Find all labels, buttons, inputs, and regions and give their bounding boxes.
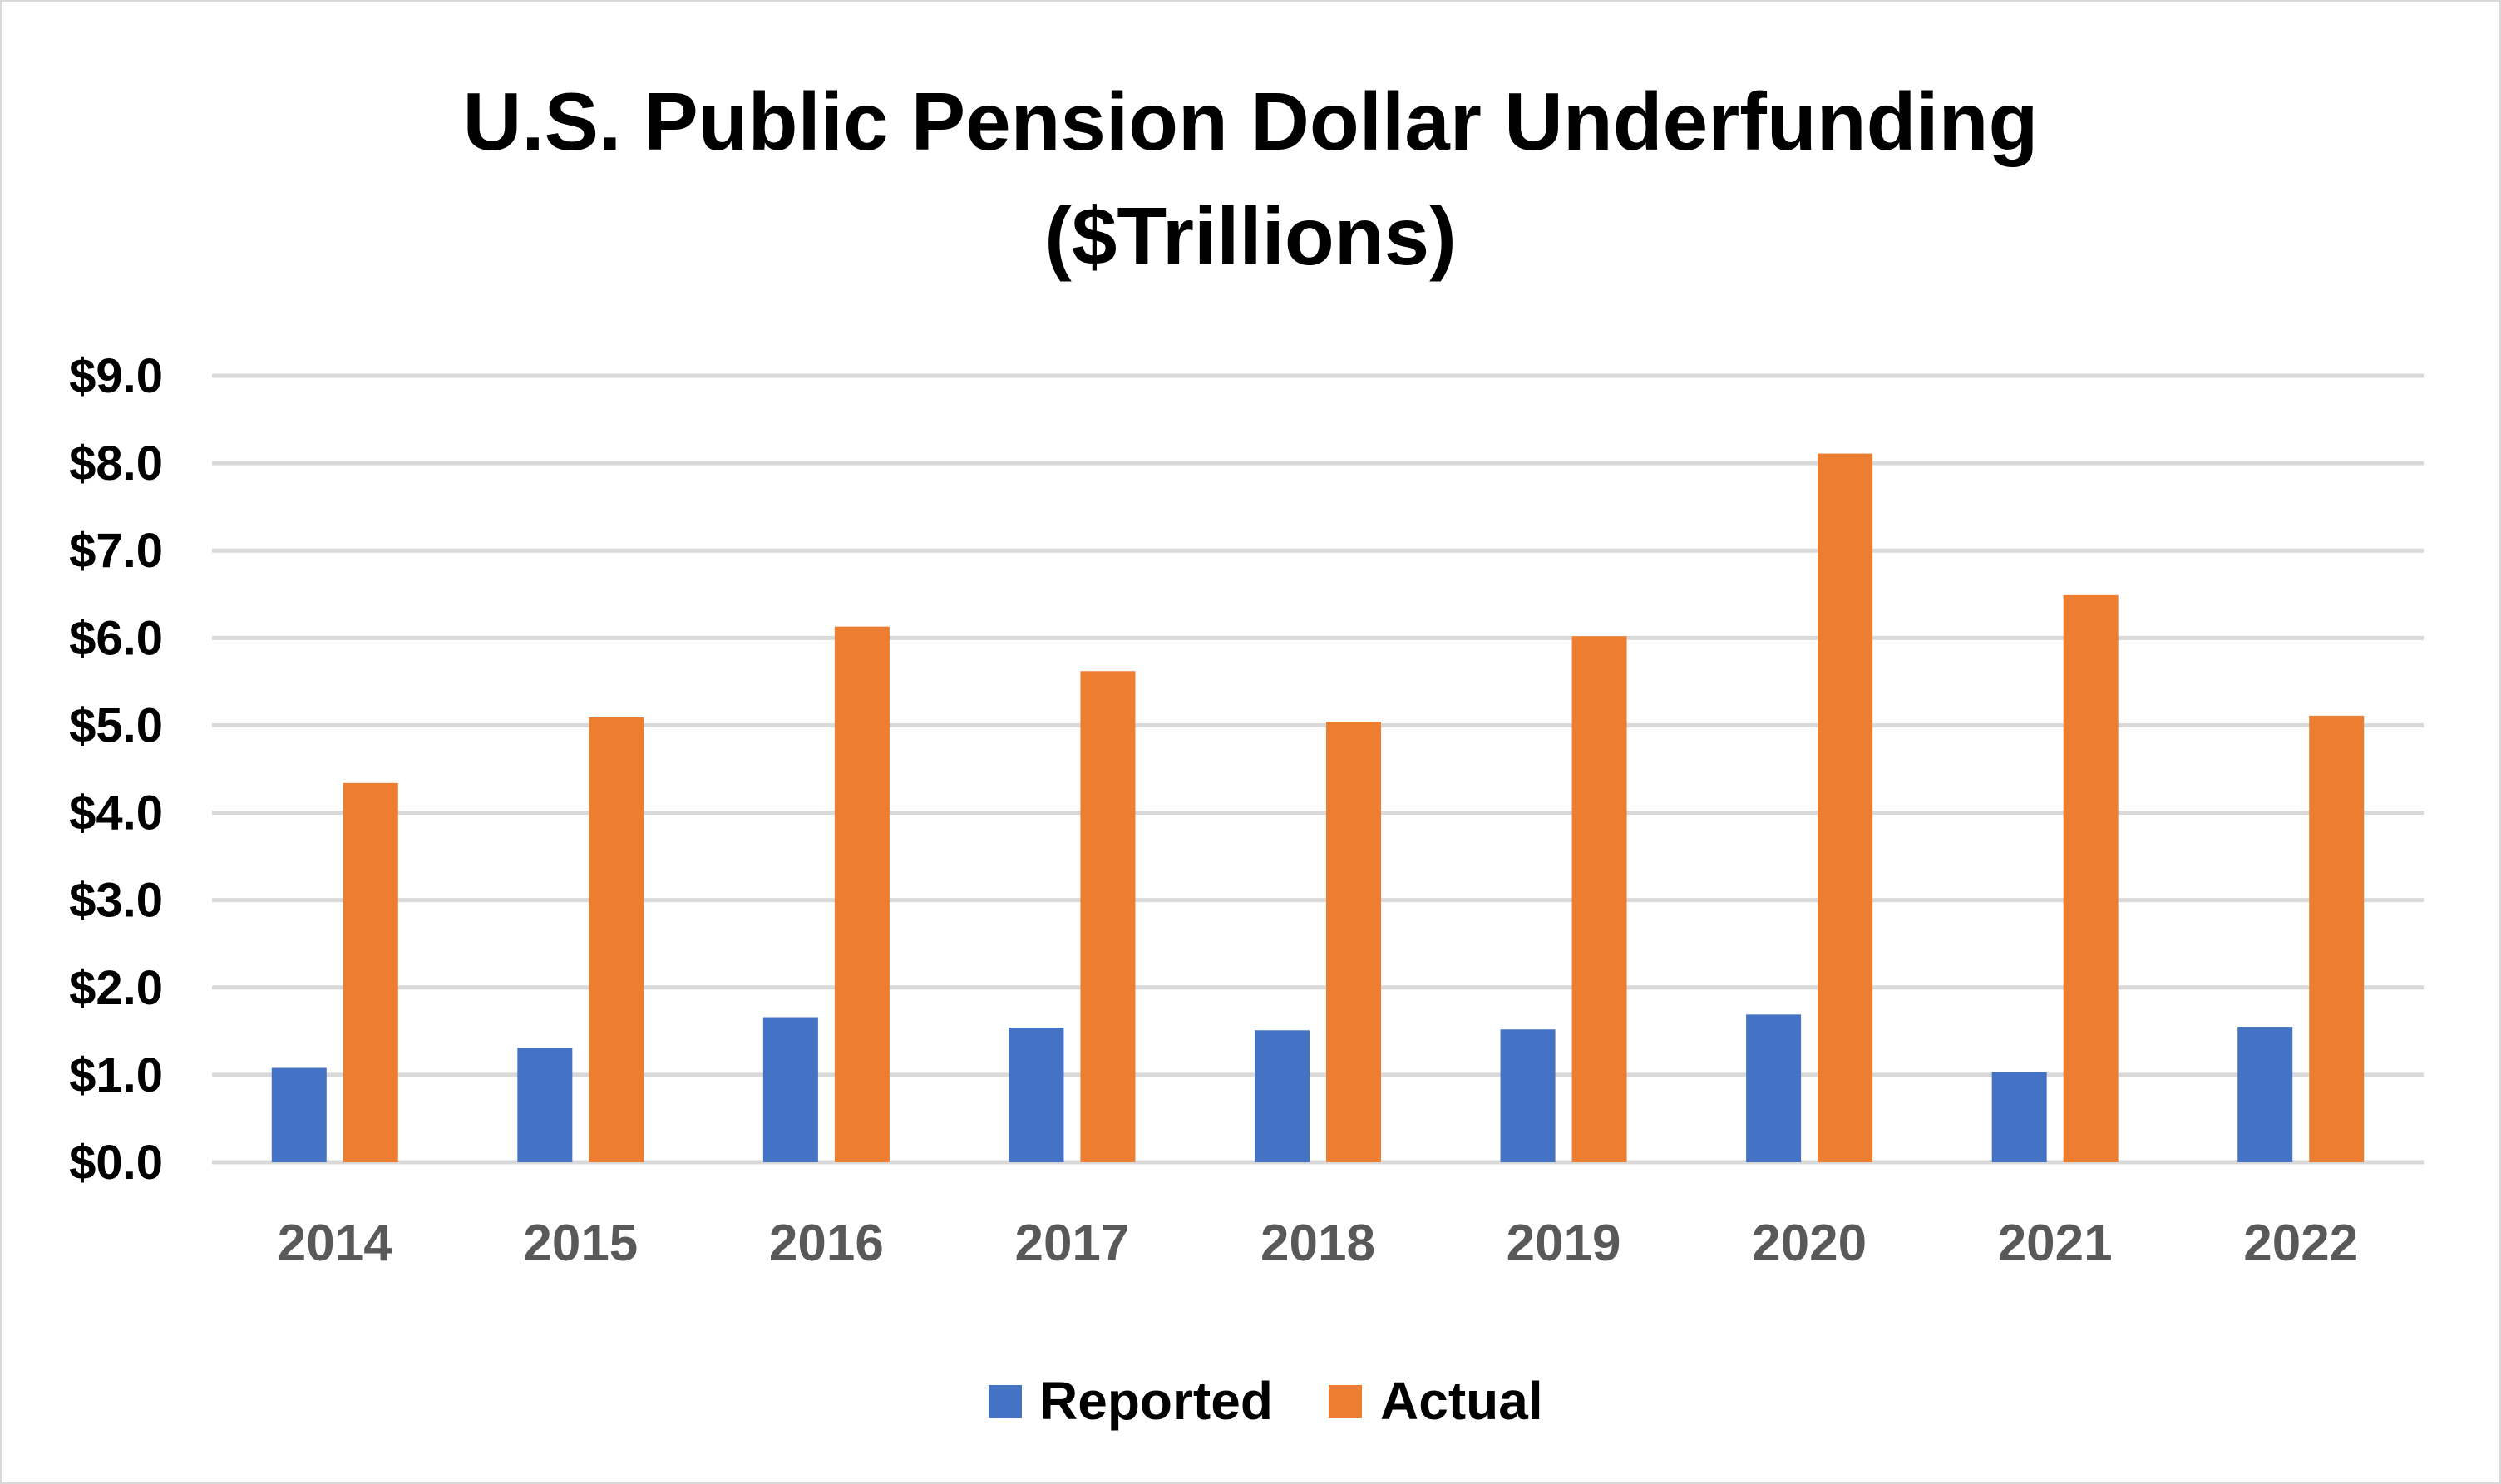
y-axis-ticks: $0.0 $1.0 $2.0 $3.0 $4.0 $5.0 $6.0 $7.0 $8.0 $9.0: [69, 349, 163, 1190]
y-tick-label: $5.0: [69, 698, 163, 752]
bar-actual-2018: [1326, 722, 1381, 1162]
bar-actual-2014: [343, 782, 398, 1162]
bar-reported-2022: [2237, 1027, 2293, 1162]
bar-actual-2020: [1818, 453, 1873, 1162]
bar-actual-2017: [1080, 671, 1136, 1162]
y-tick-label: $3.0: [69, 874, 163, 928]
bar-actual-2015: [589, 717, 644, 1162]
legend-swatch-reported: [989, 1385, 1022, 1418]
gridlines: [212, 373, 2424, 1165]
bar-reported-2017: [1009, 1028, 1064, 1162]
x-tick-label: 2018: [1260, 1215, 1375, 1272]
bar-actual-2021: [2063, 594, 2119, 1162]
bars: [271, 453, 2365, 1162]
y-tick-label: $4.0: [69, 786, 163, 841]
bar-reported-2018: [1255, 1030, 1310, 1162]
bar-actual-2019: [1571, 636, 1627, 1162]
x-tick-label: 2019: [1507, 1215, 1621, 1272]
bar-reported-2021: [1991, 1072, 2047, 1162]
bar-actual-2022: [2309, 715, 2365, 1162]
bar-reported-2014: [271, 1067, 327, 1162]
y-tick-label: $8.0: [69, 436, 163, 491]
x-tick-label: 2017: [1014, 1215, 1129, 1272]
bar-actual-2016: [834, 626, 890, 1162]
legend-swatch-actual: [1329, 1385, 1362, 1418]
x-axis-ticks: 2014 2015 2016 2017 2018 2019 2020 2021 2022: [278, 1215, 2358, 1272]
x-tick-label: 2021: [1998, 1215, 2113, 1272]
bar-reported-2020: [1746, 1014, 1802, 1162]
chart-title-line-2: ($Trillions): [1044, 190, 1457, 282]
x-tick-label: 2016: [769, 1215, 884, 1272]
bar-reported-2019: [1500, 1029, 1556, 1162]
chart-title: U.S. Public Pension Dollar Underfunding …: [463, 76, 2039, 282]
y-tick-label: $9.0: [69, 349, 163, 403]
x-tick-label: 2022: [2243, 1215, 2358, 1272]
legend-label-reported: Reported: [1039, 1371, 1273, 1431]
bar-reported-2016: [762, 1017, 818, 1162]
legend: Reported Actual: [989, 1371, 1543, 1431]
y-tick-label: $1.0: [69, 1048, 163, 1102]
legend-label-actual: Actual: [1380, 1371, 1543, 1431]
y-tick-label: $7.0: [69, 524, 163, 578]
y-tick-label: $6.0: [69, 611, 163, 665]
x-tick-label: 2020: [1752, 1215, 1867, 1272]
x-tick-label: 2014: [278, 1215, 392, 1272]
y-tick-label: $0.0: [69, 1136, 163, 1190]
bar-reported-2015: [517, 1048, 573, 1162]
y-tick-label: $2.0: [69, 961, 163, 1015]
x-tick-label: 2015: [523, 1215, 638, 1272]
chart-title-line-1: U.S. Public Pension Dollar Underfunding: [463, 76, 2039, 167]
